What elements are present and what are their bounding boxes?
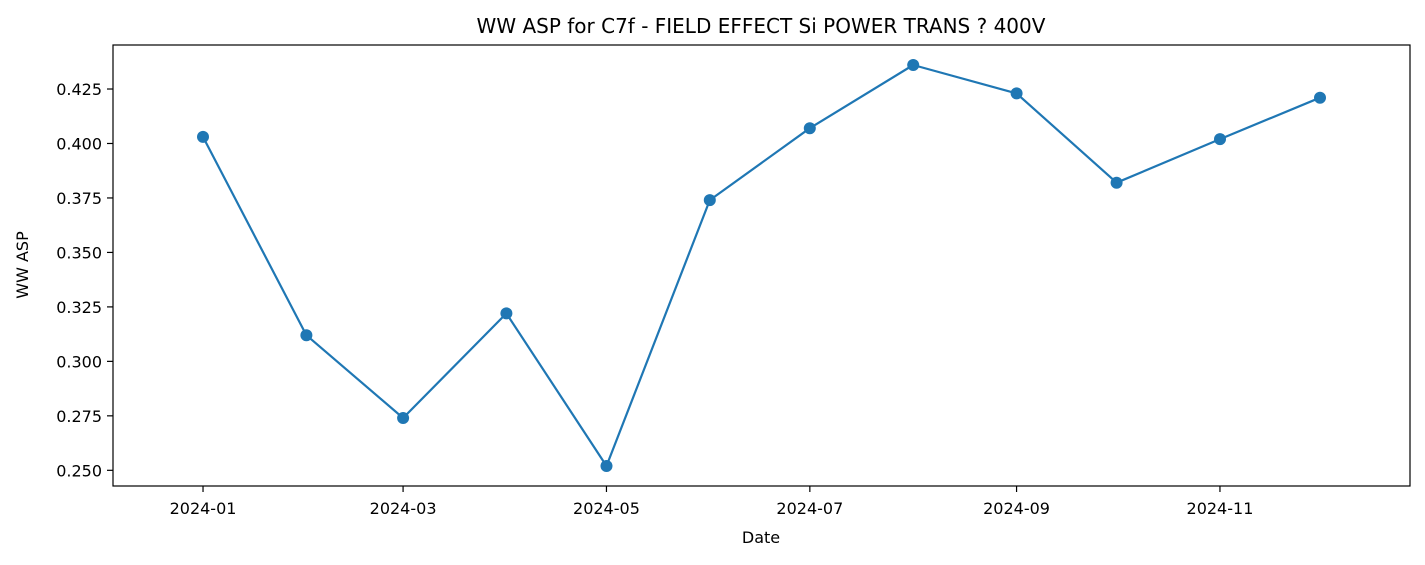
y-tick-label: 0.350 (56, 243, 102, 262)
plot-area (197, 59, 1326, 472)
data-point (397, 412, 410, 424)
x-axis-label: Date (742, 528, 780, 547)
x-tick-label: 2024-07 (776, 499, 843, 518)
data-point (1314, 91, 1326, 104)
y-tick-label: 0.300 (56, 352, 102, 371)
x-tick-label: 2024-01 (170, 499, 237, 518)
chart-title: WW ASP for C7f - FIELD EFFECT Si POWER T… (477, 14, 1046, 38)
data-point (300, 329, 313, 342)
y-axis: 0.250 0.275 0.300 0.325 0.350 0.375 0.400 0.425 (56, 80, 113, 480)
data-point (1214, 133, 1226, 146)
data-point (600, 460, 613, 472)
x-tick-label: 2024-09 (983, 499, 1050, 518)
data-point (197, 130, 209, 143)
y-tick-label: 0.375 (56, 189, 102, 208)
data-point (907, 59, 920, 71)
data-point (1110, 176, 1123, 189)
x-tick-label: 2024-11 (1187, 499, 1254, 518)
data-point (803, 122, 816, 135)
data-point (500, 307, 513, 320)
data-point (703, 194, 716, 207)
x-tick-label: 2024-05 (573, 499, 640, 518)
y-tick-label: 0.275 (56, 407, 102, 426)
x-axis: 2024-01 2024-03 2024-05 2024-07 2024-09 2024-… (170, 486, 1254, 518)
y-tick-label: 0.400 (56, 134, 102, 153)
plot-frame (112, 44, 1411, 487)
series-line (202, 63, 1321, 468)
y-tick-label: 0.250 (56, 461, 102, 480)
y-tick-label: 0.425 (56, 80, 102, 99)
data-point (1010, 87, 1023, 100)
y-tick-label: 0.325 (56, 298, 102, 317)
y-axis-label: WW ASP (13, 231, 32, 299)
x-tick-label: 2024-03 (370, 499, 437, 518)
